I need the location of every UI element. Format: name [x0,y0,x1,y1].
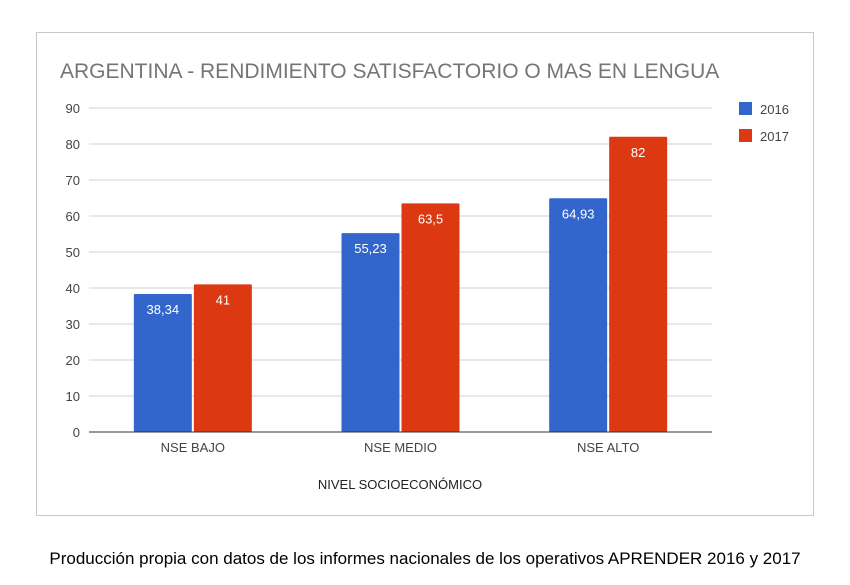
y-tick-label: 20 [66,353,80,368]
legend-swatch-2016 [739,102,752,115]
y-tick-label: 30 [66,317,80,332]
x-axis-ticks: NSE BAJO NSE MEDIO NSE ALTO [161,440,640,455]
bar-2016-nse-bajo [133,293,192,432]
bar-value-label: 41 [216,292,230,307]
bar-value-label: 63,5 [418,211,443,226]
y-tick-label: 0 [73,425,80,440]
y-tick-label: 40 [66,281,80,296]
gridlines [89,107,712,397]
bar-value-label: 55,23 [354,241,387,256]
bar-2016-nse-medio [341,233,400,432]
legend: 2016 2017 [739,102,789,144]
y-tick-label: 50 [66,245,80,260]
x-axis-label: NIVEL SOCIOECONÓMICO [318,477,482,492]
data-labels: 38,34 41 55,23 63,5 64,93 82 [147,145,646,317]
legend-swatch-2017 [739,129,752,142]
x-tick-label: NSE BAJO [161,440,225,455]
legend-label-2017: 2017 [760,129,789,144]
y-tick-label: 10 [66,389,80,404]
caption: Producción propia con datos de los infor… [49,549,801,568]
legend-label-2016: 2016 [760,102,789,117]
x-tick-label: NSE MEDIO [364,440,437,455]
y-tick-label: 90 [66,101,80,116]
x-tick-label: NSE ALTO [577,440,639,455]
bars [133,136,668,433]
y-axis-ticks: 0 10 20 30 40 50 60 70 80 90 [66,101,80,440]
chart-title: ARGENTINA - RENDIMIENTO SATISFACTORIO O … [60,60,719,83]
bar-2016-nse-alto [549,198,608,432]
bar-2017-nse-bajo [193,284,252,432]
bar-value-label: 82 [631,145,645,160]
bar-2017-nse-alto [609,136,668,433]
bar-value-label: 64,93 [562,206,595,221]
y-tick-label: 70 [66,173,80,188]
bar-2017-nse-medio [401,203,460,432]
y-tick-label: 60 [66,209,80,224]
y-tick-label: 80 [66,137,80,152]
bar-value-label: 38,34 [147,302,180,317]
